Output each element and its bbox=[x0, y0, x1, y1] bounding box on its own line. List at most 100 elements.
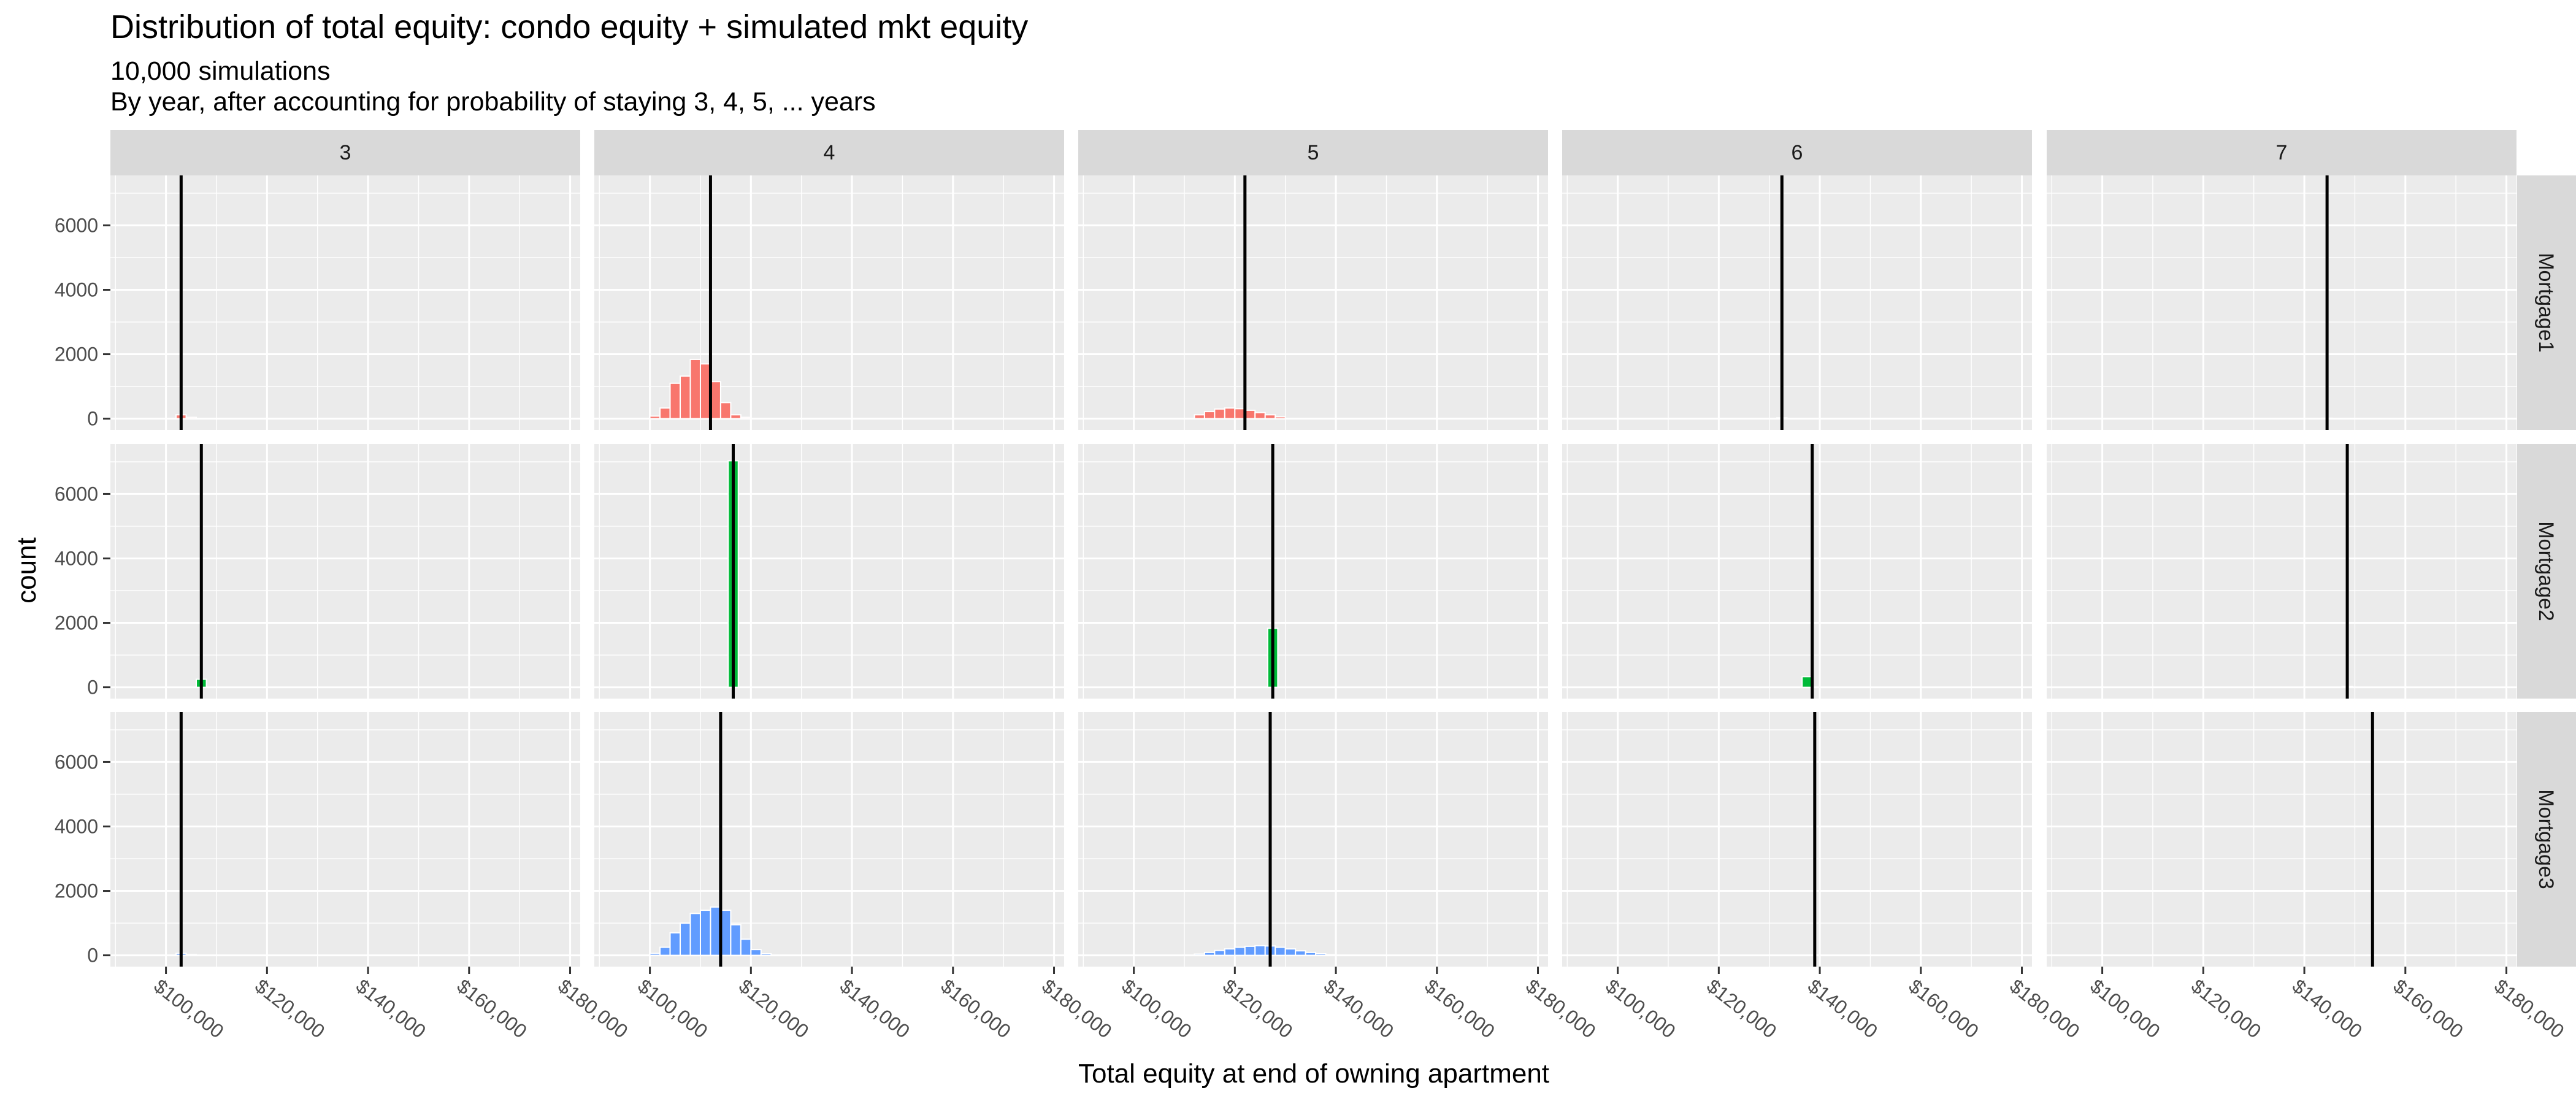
histogram-bar bbox=[659, 407, 671, 420]
panel-mortgage2-7 bbox=[2047, 444, 2517, 699]
facet-panels: 3 4 5 6 7 Mortgage1 Mortgage2 Mortgage3 0 2000 400… bbox=[55, 130, 2576, 1043]
panel-mortgage1-4 bbox=[594, 175, 1064, 430]
panel-background bbox=[2047, 444, 2517, 699]
facet-strip-row-mortgage3 bbox=[2517, 712, 2576, 967]
x-tick-label: $160,000 bbox=[1420, 975, 1498, 1043]
facet-strip-col-7 bbox=[2047, 130, 2517, 175]
histogram-bar bbox=[1254, 945, 1266, 956]
panel-mortgage2-4 bbox=[594, 444, 1064, 699]
histogram-bar bbox=[680, 922, 691, 956]
y-tick-label: 2000 bbox=[55, 343, 98, 366]
x-tick-label: $180,000 bbox=[554, 975, 632, 1043]
facet-strip-label-col-7: 7 bbox=[2276, 141, 2288, 164]
histogram-bar bbox=[1254, 412, 1266, 420]
panel-mortgage3-4 bbox=[594, 712, 1064, 967]
x-tick-label: $180,000 bbox=[2490, 975, 2568, 1043]
y-tick-label: 6000 bbox=[55, 751, 98, 773]
panel-background bbox=[594, 175, 1064, 430]
y-axis-title: count bbox=[12, 537, 42, 604]
histogram-bar bbox=[649, 415, 661, 420]
y-tick-label: 0 bbox=[87, 945, 98, 967]
histogram-bar bbox=[1214, 949, 1225, 956]
panel-mortgage3-3 bbox=[110, 712, 580, 967]
panel-background bbox=[2047, 175, 2517, 430]
panel-mortgage2-3 bbox=[110, 444, 580, 699]
panel-mortgage1-7 bbox=[2047, 175, 2517, 430]
histogram-bar bbox=[730, 414, 742, 420]
panel-background bbox=[594, 712, 1064, 967]
y-tick-label: 6000 bbox=[55, 214, 98, 236]
x-tick-label: $160,000 bbox=[453, 975, 531, 1043]
histogram-bar bbox=[1275, 416, 1286, 420]
facet-strip-col-6 bbox=[1562, 130, 2032, 175]
x-tick-label: $100,000 bbox=[1117, 975, 1195, 1043]
facet-strip-label-col-6: 6 bbox=[1792, 141, 1803, 164]
x-tick-label: $180,000 bbox=[1522, 975, 1600, 1043]
histogram-bar bbox=[1305, 951, 1317, 956]
panel-mortgage2-6 bbox=[1562, 444, 2032, 699]
histogram-bar bbox=[689, 358, 701, 420]
histogram-bar bbox=[1244, 945, 1256, 956]
histogram-bar bbox=[669, 932, 681, 956]
facet-strip-label-col-3: 3 bbox=[340, 141, 351, 164]
panel-mortgage3-7 bbox=[2047, 712, 2517, 967]
histogram-bar bbox=[669, 382, 681, 420]
histogram-bar bbox=[659, 946, 671, 956]
x-tick-label: $160,000 bbox=[2389, 975, 2467, 1043]
histogram-bar bbox=[750, 949, 762, 956]
panel-background bbox=[1562, 175, 2032, 430]
x-tick-label: $120,000 bbox=[251, 975, 329, 1043]
facet-strip-label-col-5: 5 bbox=[1308, 141, 1319, 164]
x-axis-title: Total equity at end of owning apartment bbox=[1078, 1059, 1549, 1089]
y-tick-label: 0 bbox=[87, 408, 98, 430]
facet-strip-label-row-mortgage3: Mortgage3 bbox=[2534, 789, 2558, 889]
histogram-bar bbox=[1194, 414, 1205, 420]
histogram-bar bbox=[1275, 946, 1286, 956]
panel-background bbox=[1562, 712, 2032, 967]
y-tick-label: 2000 bbox=[55, 880, 98, 902]
y-tick-label: 6000 bbox=[55, 483, 98, 505]
panel-background bbox=[1078, 175, 1548, 430]
histogram-bar bbox=[649, 953, 661, 956]
panel-mortgage2-5 bbox=[1078, 444, 1548, 699]
y-tick-label: 4000 bbox=[55, 815, 98, 837]
panel-background bbox=[1078, 444, 1548, 699]
x-tick-label: $160,000 bbox=[1904, 975, 1982, 1043]
histogram-bar bbox=[1203, 411, 1216, 420]
histogram-bar bbox=[1325, 954, 1337, 956]
x-tick-label: $100,000 bbox=[150, 975, 228, 1043]
x-tick-label: $180,000 bbox=[2006, 975, 2083, 1043]
panel-background bbox=[110, 175, 580, 430]
histogram-bar bbox=[1214, 408, 1225, 420]
histogram-bar bbox=[1284, 948, 1297, 956]
facet-strip-col-4 bbox=[594, 130, 1064, 175]
panel-mortgage1-6 bbox=[1562, 175, 2032, 430]
y-tick-label: 4000 bbox=[55, 278, 98, 301]
y-tick-label: 4000 bbox=[55, 547, 98, 569]
histogram-bar bbox=[689, 913, 701, 956]
facet-strip-label-row-mortgage2: Mortgage2 bbox=[2534, 521, 2558, 621]
panel-mortgage1-5 bbox=[1078, 175, 1548, 430]
x-tick-label: $100,000 bbox=[1601, 975, 1679, 1043]
histogram-bar bbox=[1315, 953, 1327, 956]
x-tick-label: $100,000 bbox=[2086, 975, 2164, 1043]
histogram-bar bbox=[760, 953, 772, 956]
x-tick-label: $120,000 bbox=[2187, 975, 2265, 1043]
facet-strip-row-mortgage2 bbox=[2517, 444, 2576, 699]
histogram-bar bbox=[1295, 950, 1306, 956]
histogram-bar bbox=[185, 416, 197, 420]
panel-mortgage3-5 bbox=[1078, 712, 1548, 967]
panel-mortgage3-6 bbox=[1562, 712, 2032, 967]
x-tick-label: $100,000 bbox=[634, 975, 711, 1043]
facet-strip-label-row-mortgage1: Mortgage1 bbox=[2534, 253, 2558, 353]
chart-title: Distribution of total equity: condo equi… bbox=[110, 9, 1028, 45]
x-tick-label: $120,000 bbox=[1219, 975, 1297, 1043]
panel-background bbox=[110, 712, 580, 967]
panel-background bbox=[110, 444, 580, 699]
histogram-bar bbox=[185, 954, 197, 956]
histogram-bar bbox=[1224, 407, 1236, 420]
histogram-bar bbox=[730, 924, 742, 956]
x-tick-label: $120,000 bbox=[735, 975, 813, 1043]
y-tick-label: 0 bbox=[87, 677, 98, 699]
